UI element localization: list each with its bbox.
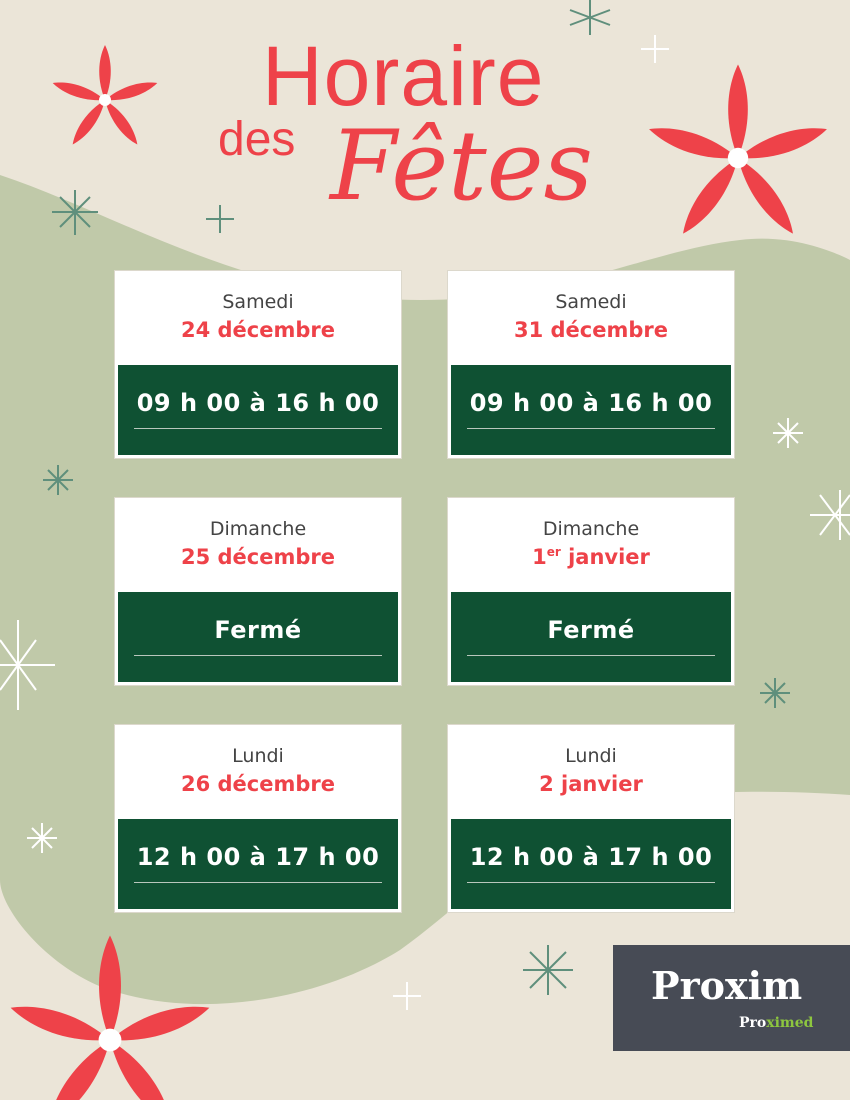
schedule-card: Dimanche 1er janvier Fermé [448, 498, 734, 685]
poinsettia-icon [50, 45, 160, 148]
hours-box: 09 h 00 à 16 h 00 [451, 365, 731, 455]
hours-box: Fermé [451, 592, 731, 682]
poinsettia-icon [7, 935, 213, 1100]
divider [467, 882, 715, 883]
schedule-card: Samedi 24 décembre 09 h 00 à 16 h 00 [115, 271, 401, 458]
schedule-card: Samedi 31 décembre 09 h 00 à 16 h 00 [448, 271, 734, 458]
date-label: 26 décembre [180, 772, 335, 796]
schedule-card: Lundi 2 janvier 12 h 00 à 17 h 00 [448, 725, 734, 912]
logo-brand: Proxim [651, 963, 803, 1008]
hours-box: Fermé [118, 592, 398, 682]
date-label: 24 décembre [180, 318, 335, 342]
schedule-card: Dimanche 25 décembre Fermé [115, 498, 401, 685]
hours-box: 12 h 00 à 17 h 00 [118, 819, 398, 909]
hours-text: 09 h 00 à 16 h 00 [469, 389, 713, 417]
divider [467, 428, 715, 429]
day-label: Dimanche [209, 518, 307, 540]
hours-text: Fermé [547, 616, 635, 644]
date-label: 31 décembre [513, 318, 668, 342]
day-label: Samedi [222, 291, 294, 313]
hours-box: 09 h 00 à 16 h 00 [118, 365, 398, 455]
date-label: 2 janvier [539, 772, 643, 796]
day-label: Samedi [555, 291, 627, 313]
logo-sub-a: Pro [739, 1015, 767, 1031]
divider [134, 655, 382, 656]
date-month: janvier [560, 545, 650, 569]
logo-sub-b: ximed [766, 1015, 814, 1031]
proxim-logo: Proxim Proximed [613, 945, 850, 1051]
day-label: Dimanche [542, 518, 640, 540]
hours-text: 12 h 00 à 17 h 00 [136, 843, 380, 871]
title-des: des [218, 113, 296, 166]
hours-text: 09 h 00 à 16 h 00 [136, 389, 380, 417]
poinsettia-icon [646, 64, 830, 240]
date-number: 1 [532, 545, 547, 569]
divider [134, 428, 382, 429]
title-horaire: Horaire [262, 29, 545, 123]
date-ordinal: er [546, 545, 561, 559]
hours-text: Fermé [214, 616, 302, 644]
divider [134, 882, 382, 883]
snowflake-icon [43, 0, 790, 995]
snowflake-icon [0, 35, 850, 1010]
date-label: 1er janvier [450, 545, 732, 569]
hours-box: 12 h 00 à 17 h 00 [451, 819, 731, 909]
day-label: Lundi [232, 745, 284, 767]
divider [467, 655, 715, 656]
logo-sub: Proximed [739, 1015, 813, 1031]
title-fetes: Fêtes [330, 110, 593, 222]
schedule-card: Lundi 26 décembre 12 h 00 à 17 h 00 [115, 725, 401, 912]
date-label: 25 décembre [180, 545, 335, 569]
day-label: Lundi [565, 745, 617, 767]
hours-text: 12 h 00 à 17 h 00 [469, 843, 713, 871]
